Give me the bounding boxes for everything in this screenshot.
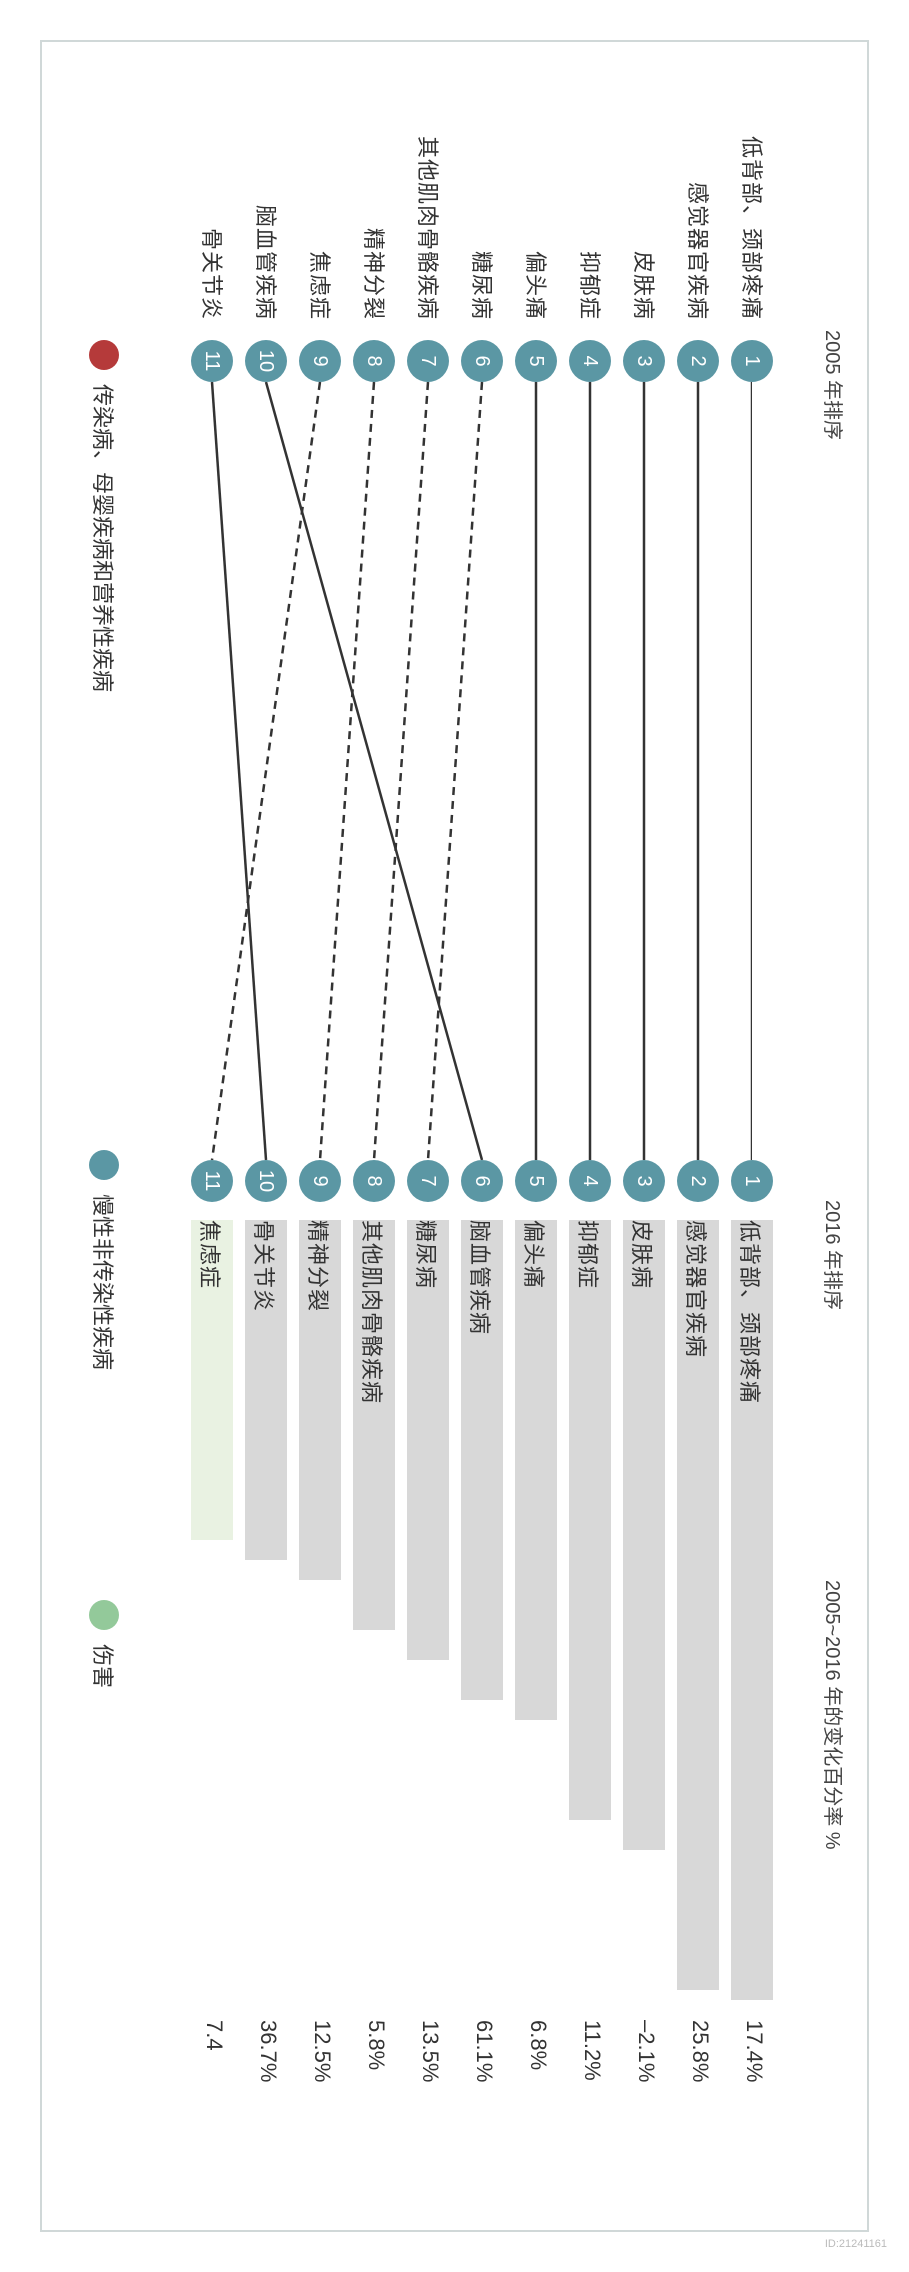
pct-change: 13.5% — [417, 2020, 443, 2082]
header-row: 2005 年排序 2016 年排序 2005~2016 年的变化百分率 % — [809, 60, 849, 2212]
rank-node-2016: 1 — [731, 1160, 773, 1202]
header-2016: 2016 年排序 — [820, 1200, 849, 1310]
value-bar — [569, 1220, 611, 1820]
label-2016: 皮肤病 — [627, 1220, 659, 1289]
rank-node-2016: 7 — [407, 1160, 449, 1202]
row-right: 3 皮肤病 –2.1% — [617, 60, 671, 2212]
legend-item: 慢性非传染性疾病 — [88, 1150, 120, 1370]
pct-change: 6.8% — [525, 2020, 551, 2070]
label-2016: 其他肌肉骨骼疾病 — [357, 1220, 389, 1404]
chart-area: 2005 年排序 2016 年排序 2005~2016 年的变化百分率 % 低背… — [60, 60, 849, 2212]
pct-change: 61.1% — [471, 2020, 497, 2082]
row-right: 10 骨关节炎 36.7% — [239, 60, 293, 2212]
pct-change: 11.2% — [579, 2020, 605, 2081]
pct-change: 36.7% — [255, 2020, 281, 2082]
row-right: 5 偏头痛 6.8% — [509, 60, 563, 2212]
rank-node-2016: 10 — [245, 1160, 287, 1202]
row-right: 11 焦虑症 7.4 — [185, 60, 239, 2212]
rank-node-2016: 6 — [461, 1160, 503, 1202]
label-2016: 感觉器官疾病 — [681, 1220, 713, 1358]
label-2016: 精神分裂 — [303, 1220, 335, 1312]
label-2016: 糖尿病 — [411, 1220, 443, 1289]
pct-change: 25.8% — [687, 2020, 713, 2082]
label-2016: 焦虑症 — [195, 1220, 227, 1289]
header-2005: 2005 年排序 — [820, 330, 849, 440]
legend-dot — [89, 340, 119, 370]
legend-label: 传染病、母婴疾病和营养性疾病 — [88, 384, 120, 692]
rank-node-2016: 2 — [677, 1160, 719, 1202]
rank-node-2016: 8 — [353, 1160, 395, 1202]
row-right: 7 糖尿病 13.5% — [401, 60, 455, 2212]
rank-node-2016: 11 — [191, 1160, 233, 1202]
legend-label: 慢性非传染性疾病 — [88, 1194, 120, 1370]
row-right: 8 其他肌肉骨骼疾病 5.8% — [347, 60, 401, 2212]
rotated-chart-container: 2005 年排序 2016 年排序 2005~2016 年的变化百分率 % 低背… — [0, 0, 909, 2272]
row-right: 4 抑郁症 11.2% — [563, 60, 617, 2212]
legend-dot — [89, 1600, 119, 1630]
label-2016: 脑血管疾病 — [465, 1220, 497, 1335]
row-right: 9 精神分裂 12.5% — [293, 60, 347, 2212]
row-right: 2 感觉器官疾病 25.8% — [671, 60, 725, 2212]
legend-dot — [89, 1150, 119, 1180]
pct-change: 12.5% — [309, 2020, 335, 2082]
row-right: 1 低背部、颈部疼痛 17.4% — [725, 60, 779, 2212]
rank-node-2016: 5 — [515, 1160, 557, 1202]
pct-change: 17.4% — [741, 2020, 767, 2082]
watermark-id: ID:21241161 — [825, 2238, 887, 2250]
rank-node-2016: 9 — [299, 1160, 341, 1202]
legend-item: 伤害 — [88, 1600, 120, 1688]
label-2016: 偏头痛 — [519, 1220, 551, 1289]
pct-change: 7.4 — [201, 2020, 227, 2051]
legend-item: 传染病、母婴疾病和营养性疾病 — [88, 340, 120, 692]
label-2016: 低背部、颈部疼痛 — [735, 1220, 767, 1404]
row-right: 6 脑血管疾病 61.1% — [455, 60, 509, 2212]
label-2016: 抑郁症 — [573, 1220, 605, 1289]
rank-node-2016: 4 — [569, 1160, 611, 1202]
legend: 传染病、母婴疾病和营养性疾病慢性非传染性疾病伤害 — [80, 340, 130, 2152]
pct-change: 5.8% — [363, 2020, 389, 2070]
pct-change: –2.1% — [633, 2020, 659, 2082]
header-change: 2005~2016 年的变化百分率 % — [820, 1580, 849, 1850]
value-bar — [515, 1220, 557, 1720]
value-bar — [623, 1220, 665, 1850]
legend-label: 伤害 — [88, 1644, 120, 1688]
rank-node-2016: 3 — [623, 1160, 665, 1202]
label-2016: 骨关节炎 — [249, 1220, 281, 1312]
